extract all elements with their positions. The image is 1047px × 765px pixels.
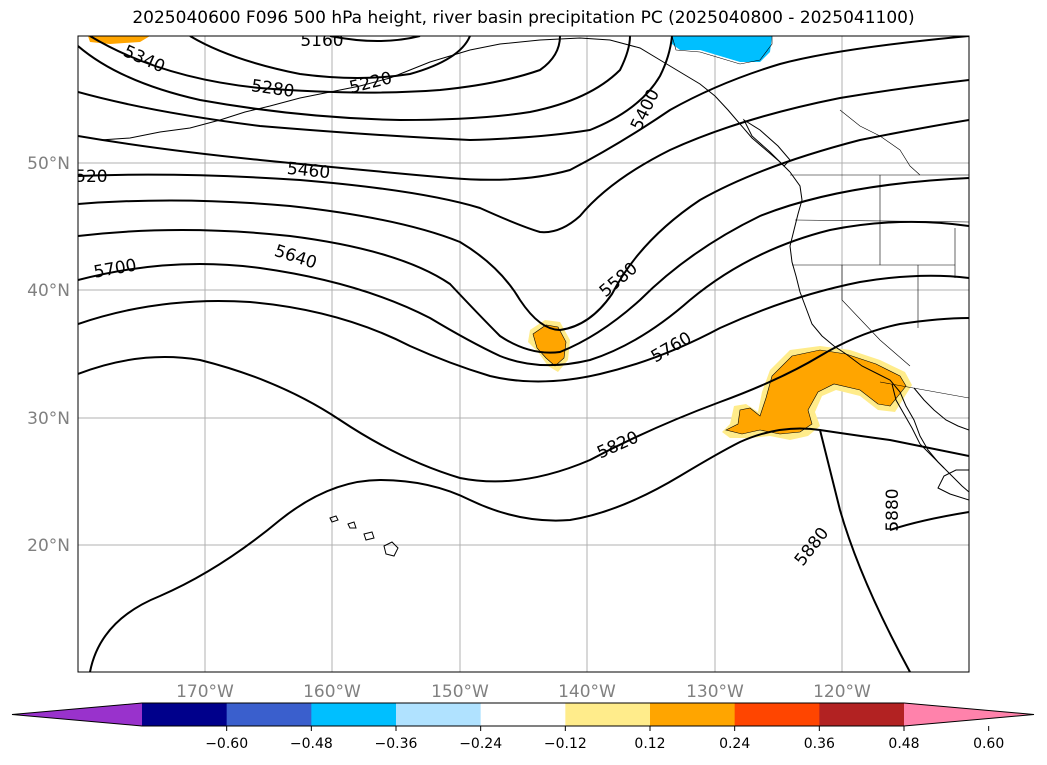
- contour-label: 5460: [286, 159, 331, 183]
- border-us-mexico: [879, 381, 969, 399]
- contour-5400: [78, 36, 673, 142]
- longitude-labels: 170°W 160°W 150°W 140°W 130°W 120°W: [176, 682, 871, 702]
- colorbar-tick-label: 0.12: [634, 736, 665, 752]
- contour-5520: [78, 79, 969, 234]
- precip-shading: [88, 36, 912, 440]
- island-hawaii-oahu: [347, 521, 357, 529]
- colorbar-segment: [311, 703, 397, 726]
- island-hawaii-big: [383, 541, 399, 557]
- contour-5880c: [889, 511, 969, 531]
- colorbar-tick-label: 0.24: [719, 736, 750, 752]
- lon-label-170w: 170°W: [176, 682, 234, 702]
- lon-label-130w: 130°W: [686, 682, 744, 702]
- contour-5220: [189, 36, 471, 79]
- colorbar-segment: [650, 703, 736, 726]
- border-alaska-canada: [839, 109, 921, 176]
- borders: [790, 109, 969, 399]
- colorbar-tick-label: −0.12: [544, 736, 587, 752]
- contour-label: 5520: [64, 167, 107, 187]
- colorbar-extend-min: [12, 703, 142, 726]
- contour-5460: [78, 36, 969, 181]
- colorbar-tick-label: −0.36: [375, 736, 418, 752]
- contour-5820: [78, 317, 969, 483]
- height-contours: [78, 36, 969, 672]
- contour-label: 5160: [300, 31, 343, 51]
- contour-5280: [89, 36, 561, 94]
- island-hawaii-maui: [363, 531, 375, 541]
- contour-5580: [78, 119, 969, 332]
- lat-label-50n: 50°N: [27, 154, 70, 174]
- island-hawaii-kauai: [329, 515, 339, 523]
- shade-north-edge: [88, 36, 150, 44]
- lat-label-20n: 20°N: [27, 536, 70, 556]
- border-wa-or: [794, 219, 969, 223]
- lon-label-150w: 150°W: [431, 682, 489, 702]
- coast-gulf-california: [913, 387, 969, 431]
- island-vancouver: [742, 118, 791, 167]
- contour-5700: [78, 220, 969, 367]
- coast-baja-peninsula: [891, 383, 945, 469]
- contour-5760: [78, 274, 969, 383]
- coast-mexico: [937, 469, 969, 501]
- colorbar-extend-max: [904, 703, 1034, 726]
- colorbar-tick-label: 0.60: [973, 736, 1004, 752]
- colorbar-segment: [142, 703, 228, 726]
- colorbar-segment: [396, 703, 482, 726]
- latitude-labels: 20°N 30°N 40°N 50°N: [27, 154, 70, 556]
- lon-label-160w: 160°W: [303, 682, 361, 702]
- colorbar-tick-label: 0.48: [888, 736, 919, 752]
- lat-label-30n: 30°N: [27, 409, 70, 429]
- shade-ca-offshore: [725, 349, 907, 435]
- colorbar: −0.60 −0.48 −0.36 −0.24 −0.12 0.12 0.24 0.36 0.4…: [11, 702, 1035, 752]
- contour-5340: [78, 36, 631, 122]
- contour-5640: [78, 177, 969, 354]
- contour-5880a: [89, 427, 911, 672]
- colorbar-segment: [819, 703, 905, 726]
- colorbar-tick-label: −0.48: [290, 736, 333, 752]
- colorbar-tick-label: −0.24: [459, 736, 502, 752]
- colorbar-segment: [565, 703, 651, 726]
- contour-5160: [329, 36, 421, 42]
- border-ca-nv: [841, 265, 911, 367]
- lon-label-120w: 120°W: [813, 682, 871, 702]
- lat-label-40n: 40°N: [27, 281, 70, 301]
- map-frame: [77, 35, 970, 673]
- shade-gulf-alaska: [672, 36, 772, 62]
- colorbar-tick-label: 0.36: [804, 736, 835, 752]
- contour-label: 5880: [883, 488, 903, 531]
- colorbar-segment: [734, 703, 820, 726]
- colorbar-segment: [226, 703, 312, 726]
- coast-alaska-aleutians: [99, 49, 471, 141]
- lon-label-140w: 140°W: [558, 682, 616, 702]
- colorbar-segment: [480, 703, 566, 726]
- graticule: [78, 36, 969, 672]
- map-title: 2025040600 F096 500 hPa height, river ba…: [132, 8, 915, 28]
- contour-5880b: [819, 429, 969, 457]
- colorbar-tick-label: −0.60: [205, 736, 248, 752]
- colorbar-outline: [11, 702, 1035, 727]
